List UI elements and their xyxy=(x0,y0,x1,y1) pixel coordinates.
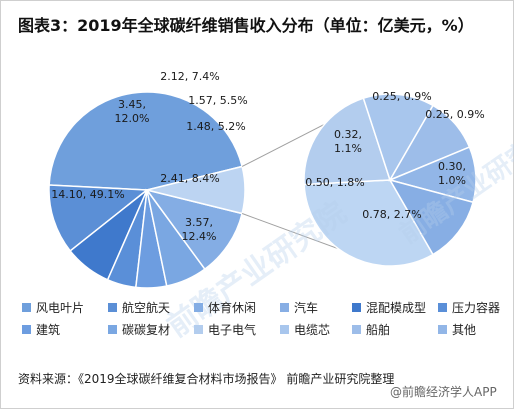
legend-swatch xyxy=(108,303,117,312)
legend-label: 电缆芯 xyxy=(294,323,331,337)
legend-item: 其他 xyxy=(438,322,476,338)
legend-swatch xyxy=(352,325,361,334)
legend-label: 压力容器 xyxy=(452,301,501,315)
detail-slice-0 xyxy=(303,179,435,267)
legend-label: 电子电气 xyxy=(208,323,257,337)
legend-swatch xyxy=(194,325,203,334)
main-slice-label-6: 3.45, 12.0% xyxy=(115,98,150,125)
legend-swatch xyxy=(22,303,31,312)
legend-item: 压力容器 xyxy=(438,300,500,316)
detail-slice-label-0: 0.78, 2.7% xyxy=(362,208,421,221)
detail-slice-label-5: 0.30, 1.0% xyxy=(438,160,466,187)
main-slice-label-1: 3.57, 12.4% xyxy=(182,216,217,243)
watermark-bottom: @前瞻经济学人APP xyxy=(390,385,497,399)
legend-label: 碳碳复材 xyxy=(122,323,171,337)
legend-label: 建筑 xyxy=(36,323,61,337)
legend-swatch xyxy=(280,325,289,334)
detail-slice-1 xyxy=(303,97,392,186)
main-slice-label-2: 2.41, 8.4% xyxy=(160,172,219,185)
legend-item: 汽车 xyxy=(280,300,318,316)
main-slice-label-3: 1.48, 5.2% xyxy=(186,120,245,133)
main-slice-0 xyxy=(48,91,244,191)
detail-slice-2 xyxy=(362,93,435,182)
legend-item: 混配模成型 xyxy=(352,300,426,316)
pie-chart: 14.10, 49.1% 3.57, 12.4% 2.41, 8.4% 1.48, 5.… xyxy=(48,70,485,289)
source-note: 资料来源：《2019全球碳纤维复合材料市场报告》 前瞻产业研究院整理 xyxy=(18,372,395,386)
legend-swatch xyxy=(438,325,447,334)
legend-item: 体育休闲 xyxy=(194,300,256,316)
legend-label: 船舶 xyxy=(366,323,391,337)
legend-swatch xyxy=(108,325,117,334)
main-slice-other-group xyxy=(146,165,246,215)
legend-swatch xyxy=(22,325,31,334)
legend-item: 电缆芯 xyxy=(280,322,330,338)
main-slice-label-0: 14.10, 49.1% xyxy=(51,188,124,201)
legend-label: 其他 xyxy=(452,323,477,337)
detail-slice-label-2: 0.32, 1.1% xyxy=(334,128,362,155)
detail-slice-label-3: 0.25, 0.9% xyxy=(372,90,431,103)
chart-title: 图表3：2019年全球碳纤维销售收入分布（单位：亿美元，%） xyxy=(18,16,474,35)
main-slice-1 xyxy=(48,184,150,252)
detail-slice-label-4: 0.25, 0.9% xyxy=(425,108,484,121)
legend-swatch xyxy=(352,303,361,312)
legend-swatch xyxy=(280,303,289,312)
legend-item: 风电叶片 xyxy=(22,300,84,316)
legend-swatch xyxy=(194,303,203,312)
detail-slice-5 xyxy=(388,178,474,256)
legend-item: 船舶 xyxy=(352,322,390,338)
main-slice-label-4: 1.57, 5.5% xyxy=(188,94,247,107)
legend-label: 体育休闲 xyxy=(208,301,257,315)
legend-item: 建筑 xyxy=(22,322,60,338)
legend-label: 航空航天 xyxy=(122,301,171,315)
main-slice-6 xyxy=(145,188,244,271)
main-slice-label-5: 2.12, 7.4% xyxy=(160,70,219,83)
legend-item: 电子电气 xyxy=(194,322,256,338)
legend-label: 混配模成型 xyxy=(366,301,427,315)
legend-label: 风电叶片 xyxy=(36,301,85,315)
legend-item: 航空航天 xyxy=(108,300,170,316)
detail-slice-label-1: 0.50, 1.8% xyxy=(305,176,364,189)
legend-swatch xyxy=(438,303,447,312)
legend-label: 汽车 xyxy=(294,301,319,315)
legend-item: 碳碳复材 xyxy=(108,322,170,338)
